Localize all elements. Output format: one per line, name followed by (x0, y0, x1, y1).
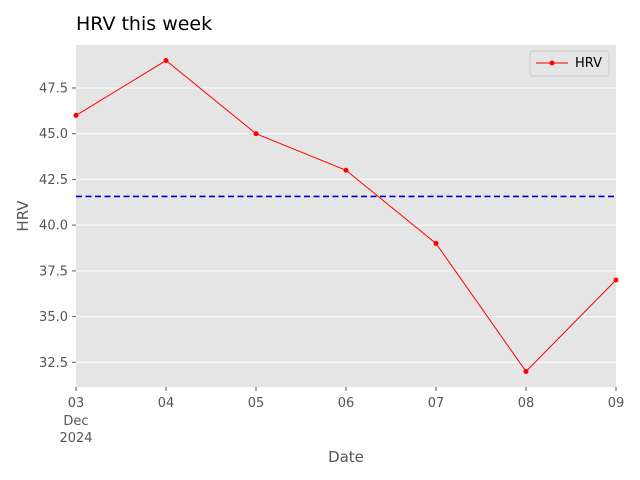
x-tick-label: 09 (608, 396, 625, 411)
y-tick-label: 47.5 (39, 81, 68, 96)
x-tick-month-label: Dec (63, 414, 88, 429)
data-point-hrv (613, 277, 619, 283)
legend-box (529, 50, 610, 77)
chart-title: HRV this week (76, 13, 212, 35)
x-tick-label: 06 (338, 396, 355, 411)
x-tick-label: 07 (428, 396, 445, 411)
x-tick-label: 05 (248, 396, 265, 411)
data-point-hrv (343, 167, 349, 173)
legend: HRV (529, 50, 610, 77)
y-tick-label: 45.0 (39, 127, 68, 142)
y-tick-label: 37.5 (39, 264, 68, 279)
x-tick-label: 08 (518, 396, 535, 411)
x-axis: 03 04 05 06 07 08 09 Dec 2024 (59, 387, 624, 446)
x-tick-label: 03 (68, 396, 85, 411)
data-point-hrv (163, 58, 169, 64)
plot-area (76, 45, 616, 387)
legend-marker-hrv (549, 60, 555, 66)
x-axis-label: Date (328, 448, 364, 466)
data-point-hrv (433, 240, 439, 246)
y-tick-label: 32.5 (39, 356, 68, 371)
y-tick-label: 40.0 (39, 219, 68, 234)
grid-lines (76, 87, 616, 363)
y-tick-label: 35.0 (39, 310, 68, 325)
series-layer (73, 58, 619, 374)
legend-label-hrv: HRV (575, 56, 602, 71)
y-axis-label: HRV (14, 200, 32, 232)
y-axis: 32.5 35.0 37.5 40.0 42.5 45.0 47.5 (39, 81, 76, 371)
x-tick-year-label: 2024 (59, 431, 92, 446)
data-point-hrv (73, 112, 79, 118)
x-tick-label: 04 (158, 396, 175, 411)
y-tick-label: 42.5 (39, 173, 68, 188)
data-point-hrv (253, 131, 259, 137)
data-point-hrv (523, 368, 529, 374)
